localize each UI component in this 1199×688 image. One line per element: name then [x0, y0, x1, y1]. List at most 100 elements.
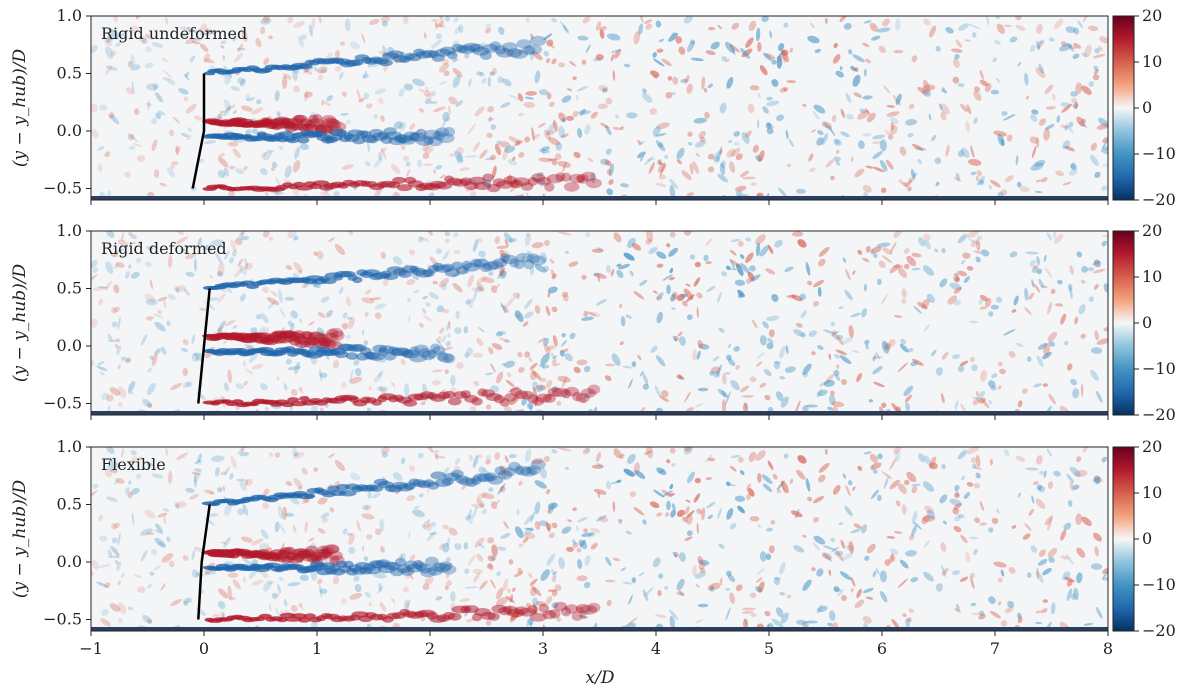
- vorticity-blob: [957, 82, 965, 88]
- vorticity-blob: [923, 540, 930, 548]
- vorticity-blob: [97, 564, 111, 568]
- wake-vortex: [462, 42, 481, 52]
- vorticity-blob: [836, 364, 840, 369]
- vorticity-blob: [895, 449, 901, 462]
- vorticity-blob: [168, 560, 175, 568]
- wake-vortex: [345, 352, 358, 360]
- vorticity-blob: [418, 108, 424, 113]
- wake-vortex: [451, 261, 464, 270]
- vorticity-blob: [610, 53, 615, 62]
- vorticity-blob: [774, 239, 783, 248]
- vorticity-blob: [654, 613, 667, 618]
- vorticity-blob: [656, 122, 670, 130]
- vorticity-blob: [1034, 190, 1043, 194]
- vorticity-blob: [452, 67, 463, 78]
- vorticity-blob: [175, 287, 180, 293]
- vorticity-blob: [1004, 606, 1014, 614]
- vorticity-blob: [830, 330, 840, 337]
- vorticity-blob: [728, 343, 732, 348]
- vorticity-blob: [852, 74, 861, 87]
- vorticity-blob: [1065, 553, 1074, 565]
- vorticity-blob: [890, 122, 894, 131]
- vorticity-blob: [524, 351, 531, 358]
- vorticity-blob: [960, 259, 966, 265]
- vorticity-blob: [111, 321, 118, 328]
- vorticity-blob: [725, 371, 731, 375]
- vorticity-blob: [208, 244, 212, 254]
- vorticity-blob: [1004, 448, 1010, 457]
- vorticity-blob: [297, 269, 303, 275]
- vorticity-blob: [1092, 260, 1101, 266]
- vorticity-blob: [340, 112, 349, 116]
- vorticity-blob: [532, 177, 546, 185]
- vorticity-blob: [773, 577, 781, 586]
- vorticity-blob: [672, 76, 679, 85]
- vorticity-blob: [695, 152, 700, 157]
- vorticity-blob: [582, 16, 590, 24]
- vorticity-blob: [631, 242, 642, 251]
- vorticity-blob: [694, 261, 701, 268]
- vorticity-blob: [818, 246, 830, 257]
- vorticity-blob: [1092, 53, 1106, 59]
- vorticity-blob: [447, 333, 451, 338]
- vorticity-blob: [605, 264, 612, 274]
- vorticity-blob: [1069, 169, 1078, 176]
- vorticity-blob: [845, 269, 851, 281]
- vorticity-blob: [1073, 43, 1082, 49]
- vorticity-blob: [268, 581, 275, 585]
- vorticity-blob: [616, 269, 624, 278]
- vorticity-blob: [508, 136, 520, 144]
- vorticity-blob: [583, 365, 591, 373]
- vorticity-blob: [968, 320, 979, 324]
- vorticity-blob: [749, 274, 761, 282]
- vorticity-blob: [1074, 101, 1079, 110]
- vorticity-blob: [816, 388, 823, 398]
- vorticity-blob: [1097, 46, 1103, 52]
- vorticity-blob: [262, 231, 270, 238]
- vorticity-blob: [765, 53, 776, 60]
- vorticity-blob: [290, 310, 298, 319]
- vorticity-blob: [1070, 162, 1076, 169]
- vorticity-blob: [499, 270, 506, 277]
- vorticity-blob: [973, 90, 982, 102]
- vorticity-blob: [140, 333, 148, 346]
- vorticity-blob: [91, 44, 98, 54]
- vorticity-blob: [1043, 343, 1050, 356]
- vorticity-blob: [629, 270, 634, 277]
- vorticity-blob: [494, 143, 502, 156]
- vorticity-blob: [766, 96, 773, 101]
- vorticity-blob: [878, 260, 886, 269]
- vorticity-blob: [862, 42, 870, 48]
- vorticity-blob: [576, 517, 588, 523]
- vorticity-blob: [656, 292, 664, 300]
- vorticity-blob: [172, 116, 181, 124]
- vorticity-blob: [224, 319, 236, 327]
- colorbar-tick-label: −10: [1142, 359, 1176, 378]
- vorticity-blob: [170, 383, 182, 390]
- vorticity-blob: [240, 231, 245, 237]
- vorticity-blob: [776, 58, 782, 63]
- vorticity-blob: [671, 92, 676, 96]
- vorticity-blob: [534, 264, 547, 273]
- vorticity-blob: [572, 541, 579, 549]
- vorticity-blob: [91, 560, 99, 570]
- vorticity-blob: [543, 50, 550, 57]
- vorticity-blob: [870, 248, 875, 255]
- vorticity-blob: [397, 130, 402, 141]
- vorticity-blob: [130, 234, 137, 240]
- vorticity-blob: [775, 391, 784, 402]
- wake-vortex: [395, 134, 413, 144]
- vorticity-blob: [638, 572, 645, 577]
- wake-vortex: [532, 396, 545, 406]
- vorticity-blob: [755, 234, 766, 245]
- vorticity-blob: [831, 114, 837, 123]
- vorticity-blob: [735, 185, 747, 192]
- vorticity-blob: [841, 336, 854, 345]
- vorticity-blob: [620, 316, 626, 327]
- vorticity-blob: [98, 286, 109, 289]
- vorticity-blob: [858, 140, 865, 149]
- wake-vortex: [416, 128, 427, 138]
- vorticity-blob: [705, 238, 713, 247]
- vorticity-blob: [935, 367, 943, 376]
